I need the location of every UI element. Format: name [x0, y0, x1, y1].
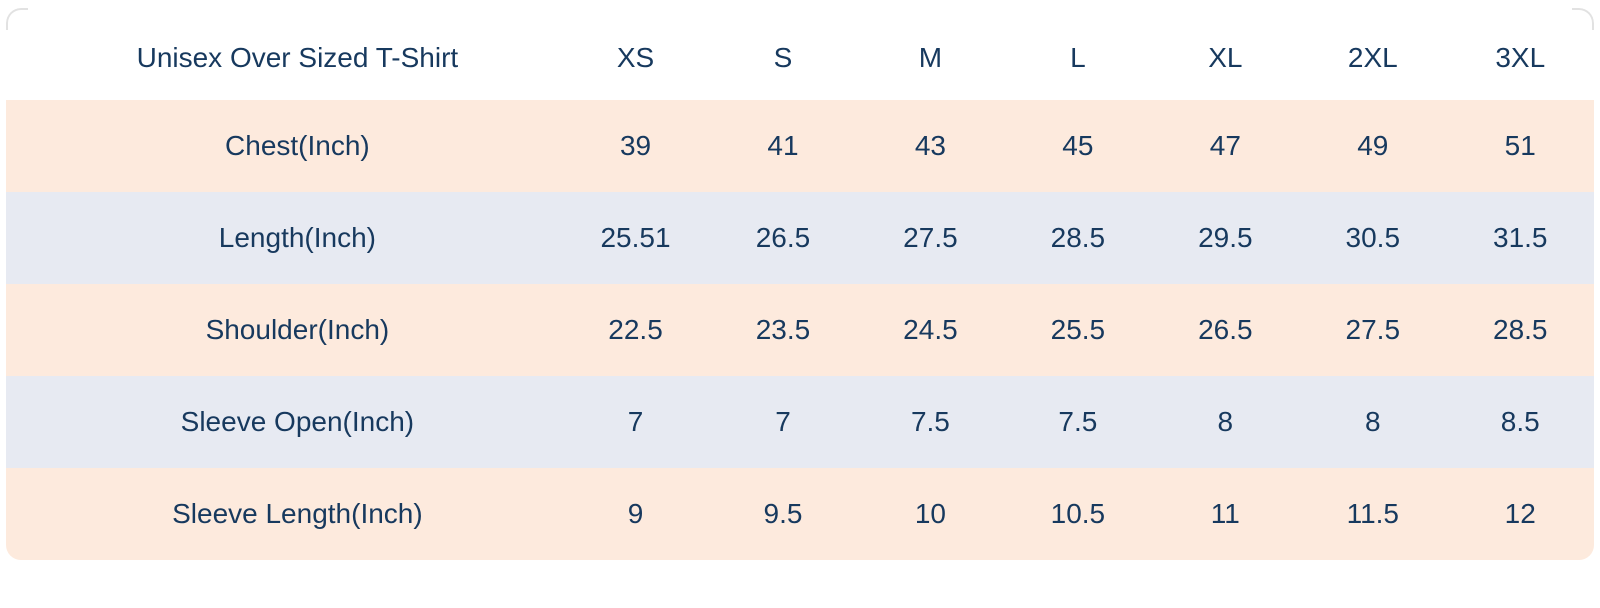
cell-value: 49 [1357, 130, 1389, 161]
row-label: Sleeve Open(Inch) [180, 406, 415, 437]
size-column-header-m: M [856, 8, 1005, 100]
cell-value: 39 [619, 130, 652, 161]
cell-value: 27.5 [1345, 314, 1401, 345]
size-column-header-3xl: 3XL [1446, 8, 1594, 100]
cell-value: 12 [1504, 498, 1536, 529]
table-row-sleeve-open: Sleeve Open(Inch) 7 7 7.5 7.5 8 8 8.5 [6, 376, 1594, 468]
cell-value: 7 [775, 406, 791, 437]
cell-value: 10.5 [1050, 498, 1106, 529]
cell-value: 43 [914, 130, 946, 161]
row-label: Chest(Inch) [225, 130, 370, 161]
cell-value: 22.5 [608, 314, 663, 345]
row-label: Sleeve Length(Inch) [172, 498, 423, 529]
size-chart-body: Chest(Inch) 39 41 43 45 47 49 51 Length(… [6, 100, 1594, 560]
cell-value: 8.5 [1500, 406, 1540, 437]
cell-value: 11 [1210, 498, 1240, 529]
size-chart-table: Unisex Over Sized T-Shirt XS S M L XL 2X… [6, 8, 1594, 560]
cell-value: 29.5 [1198, 222, 1253, 253]
product-title: Unisex Over Sized T-Shirt [6, 8, 562, 100]
cell-value: 28.5 [1050, 222, 1106, 253]
cell-value: 24.5 [903, 314, 958, 345]
size-column-header-xl: XL [1151, 8, 1300, 100]
cell-value: 31.5 [1493, 222, 1548, 253]
size-column-header-s: S [709, 8, 857, 100]
cell-value: 26.5 [1198, 314, 1253, 345]
table-row-shoulder: Shoulder(Inch) 22.5 23.5 24.5 25.5 26.5 … [6, 284, 1594, 376]
cell-value: 9.5 [763, 498, 803, 529]
cell-value: 11.5 [1346, 498, 1399, 529]
cell-value: 26.5 [755, 222, 811, 253]
table-row-length: Length(Inch) 25.51 26.5 27.5 28.5 29.5 3… [6, 192, 1594, 284]
cell-value: 51 [1504, 130, 1536, 161]
cell-value: 9 [627, 498, 644, 529]
header-row: Unisex Over Sized T-Shirt XS S M L XL 2X… [6, 8, 1594, 100]
cell-value: 7.5 [910, 406, 950, 437]
cell-value: 23.5 [755, 314, 811, 345]
size-chart-header: Unisex Over Sized T-Shirt XS S M L XL 2X… [6, 8, 1594, 100]
cell-value: 47 [1209, 130, 1241, 161]
cell-value: 8 [1365, 406, 1381, 437]
cell-value: 27.5 [903, 222, 958, 253]
size-column-header-2xl: 2XL [1299, 8, 1447, 100]
cell-value: 25.5 [1050, 314, 1106, 345]
cell-value: 7 [627, 406, 644, 437]
cell-value: 45 [1062, 130, 1094, 161]
cell-value: 10 [914, 498, 946, 529]
cell-value: 8 [1217, 406, 1234, 437]
cell-value: 25.51 [600, 222, 671, 253]
cell-value: 7.5 [1058, 406, 1098, 437]
cell-value: 30.5 [1345, 222, 1401, 253]
size-chart-card: Unisex Over Sized T-Shirt XS S M L XL 2X… [6, 8, 1594, 560]
size-column-header-xs: XS [561, 8, 710, 100]
size-column-header-l: L [1004, 8, 1152, 100]
table-row-chest: Chest(Inch) 39 41 43 45 47 49 51 [6, 100, 1594, 192]
cell-value: 28.5 [1493, 314, 1548, 345]
table-row-sleeve-length: Sleeve Length(Inch) 9 9.5 10 10.5 11 11.… [6, 468, 1594, 560]
row-label: Length(Inch) [218, 222, 376, 253]
cell-value: 41 [767, 130, 799, 161]
row-label: Shoulder(Inch) [205, 314, 390, 345]
